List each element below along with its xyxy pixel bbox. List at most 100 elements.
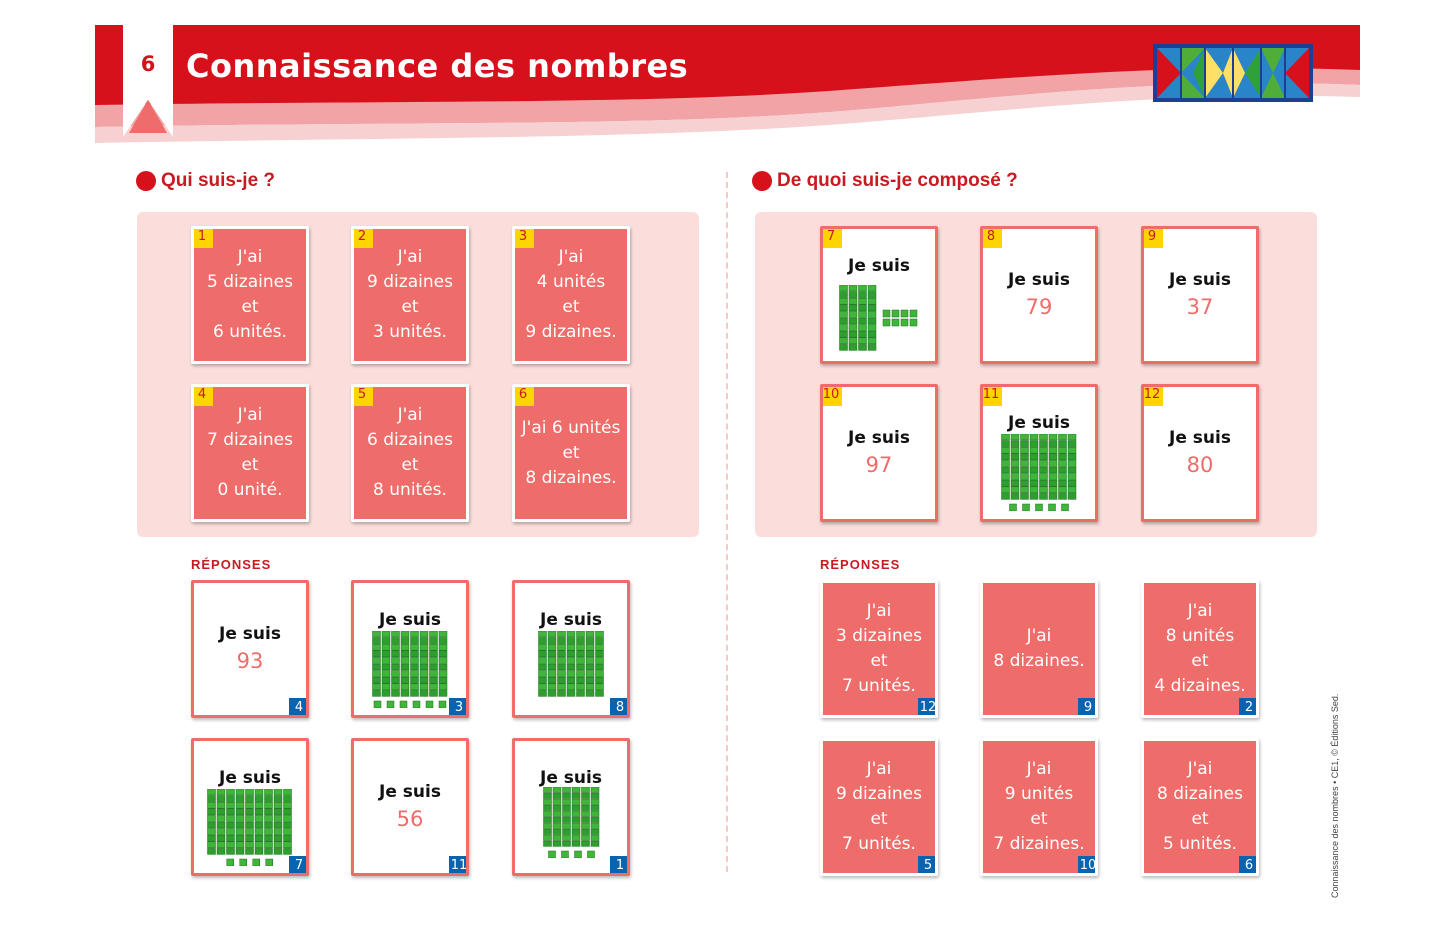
answers-label: RÉPONSES <box>820 557 901 572</box>
ten-rod <box>391 630 400 697</box>
unit-cube <box>909 318 918 327</box>
card-text: J'ai 6 unités et 8 dizaines. <box>521 417 621 488</box>
unit-cube <box>239 858 248 867</box>
card-content: Je suis 93 <box>194 583 306 715</box>
card-content: Je suis 37 <box>1144 229 1256 361</box>
je-suis-label: Je suis <box>1008 270 1070 290</box>
unit-cube <box>909 309 918 318</box>
ten-rod <box>858 284 867 351</box>
unit-cube <box>1022 503 1030 512</box>
pattern-logo <box>1153 44 1313 102</box>
answer-card-right-6: J'ai 8 dizaines et 5 unités. 6 <box>1141 738 1259 876</box>
answer-badge: 7 <box>289 856 306 873</box>
ten-rod <box>255 788 264 855</box>
answer-badge: 9 <box>1078 698 1095 715</box>
card-content: Je suis 80 <box>1144 387 1256 519</box>
card-number-badge: 2 <box>354 229 373 248</box>
card-number-badge: 11 <box>983 387 1002 406</box>
answer-badge: 5 <box>918 856 935 873</box>
blocks-drawing <box>521 786 621 859</box>
unit-cube <box>547 850 556 859</box>
blocks-drawing <box>1001 433 1077 512</box>
header-banner <box>95 25 1360 143</box>
je-suis-label: Je suis <box>848 256 910 276</box>
base-ten-blocks <box>521 786 621 862</box>
answer-card-blocks-86: Je suis 3 <box>351 580 469 718</box>
page-title: Connaissance des nombres <box>186 47 689 85</box>
ten-rod <box>552 786 561 847</box>
ten-rod <box>1010 433 1020 500</box>
card-text: J'ai 9 unités et 7 dizaines. <box>993 759 1085 854</box>
card-number-badge: 4 <box>194 387 213 406</box>
answer-card-blocks-70: Je suis 8 <box>512 580 630 718</box>
unit-cube <box>412 700 421 709</box>
question-card-7: 7 Je suis <box>820 226 938 364</box>
ten-rod <box>372 630 381 697</box>
unit-cube <box>438 700 447 709</box>
card-text: J'ai 8 unités et 4 dizaines. <box>1154 601 1246 696</box>
answer-badge: 4 <box>289 698 306 715</box>
ten-rod <box>547 630 556 697</box>
je-suis-label: Je suis <box>219 768 281 788</box>
card-number-value: 93 <box>236 649 264 673</box>
ten-rod <box>1039 433 1048 500</box>
ten-rod <box>438 630 448 697</box>
page-divider <box>726 172 728 872</box>
je-suis-label: Je suis <box>1169 270 1231 290</box>
question-card-2: 2 J'ai 9 dizaines et 3 unités. <box>351 226 469 364</box>
unit-cube <box>560 850 569 859</box>
unit-cube <box>265 858 274 867</box>
answer-card-blocks-68: Je suis 1 <box>512 738 630 876</box>
card-number-value: 79 <box>1025 295 1053 319</box>
ten-rod <box>245 788 254 855</box>
card-content: Je suis 79 <box>983 229 1095 361</box>
ten-rod <box>1020 433 1029 500</box>
answer-card-right-4: J'ai 9 dizaines et 7 unités. 5 <box>820 738 938 876</box>
unit-cube <box>1048 503 1056 512</box>
page-number: 6 <box>140 52 156 76</box>
ten-rod <box>381 630 391 697</box>
question-card-9: 9 Je suis 37 <box>1141 226 1259 364</box>
ten-rod <box>585 630 594 697</box>
answer-badge: 12 <box>918 698 935 715</box>
unit-cube <box>226 858 235 867</box>
ten-rod <box>429 630 438 697</box>
answer-badge: 2 <box>1239 698 1256 715</box>
unit-cube <box>900 318 909 327</box>
je-suis-label: Je suis <box>219 624 281 644</box>
card-number-badge: 9 <box>1144 229 1163 248</box>
unit-cube <box>573 850 582 859</box>
question-card-10: 10 Je suis 97 <box>820 384 938 522</box>
card-number-badge: 8 <box>983 229 1002 248</box>
je-suis-label: Je suis <box>1008 413 1070 433</box>
ten-rod <box>557 630 566 697</box>
ten-rod <box>1067 433 1077 500</box>
blocks-drawing <box>372 630 448 709</box>
section-title-qui-suis-je: Qui suis-je ? <box>136 170 275 192</box>
je-suis-label: Je suis <box>379 610 441 630</box>
section-title-text: De quoi suis-je composé ? <box>777 170 1018 191</box>
ten-rod <box>867 284 877 351</box>
card-number-badge: 12 <box>1144 387 1163 406</box>
base-ten-blocks <box>372 630 448 712</box>
card-text: J'ai 9 dizaines et 7 unités. <box>836 759 922 854</box>
section-title-text: Qui suis-je ? <box>161 170 276 191</box>
page-number-tab <box>123 25 173 137</box>
ten-rod <box>419 630 429 697</box>
unit-cube <box>399 700 408 709</box>
je-suis-label: Je suis <box>1169 428 1231 448</box>
ten-rod <box>410 630 419 697</box>
card-text: J'ai 4 unités et 9 dizaines. <box>525 247 617 342</box>
copyright-credit: Connaissance des nombres • CE1, © Éditio… <box>1330 693 1340 898</box>
unit-cube <box>891 309 900 318</box>
card-content: Je suis 56 <box>354 741 466 873</box>
answer-card-93: Je suis 93 4 <box>191 580 309 718</box>
ten-rod <box>580 786 590 847</box>
card-number-badge: 7 <box>823 229 842 248</box>
ten-rod <box>283 788 292 855</box>
answer-card-right-3: J'ai 8 unités et 4 dizaines. 2 <box>1141 580 1259 718</box>
answer-badge: 3 <box>449 698 466 715</box>
base-ten-blocks <box>538 630 605 701</box>
card-number-badge: 6 <box>515 387 534 406</box>
unit-cube <box>882 318 891 327</box>
